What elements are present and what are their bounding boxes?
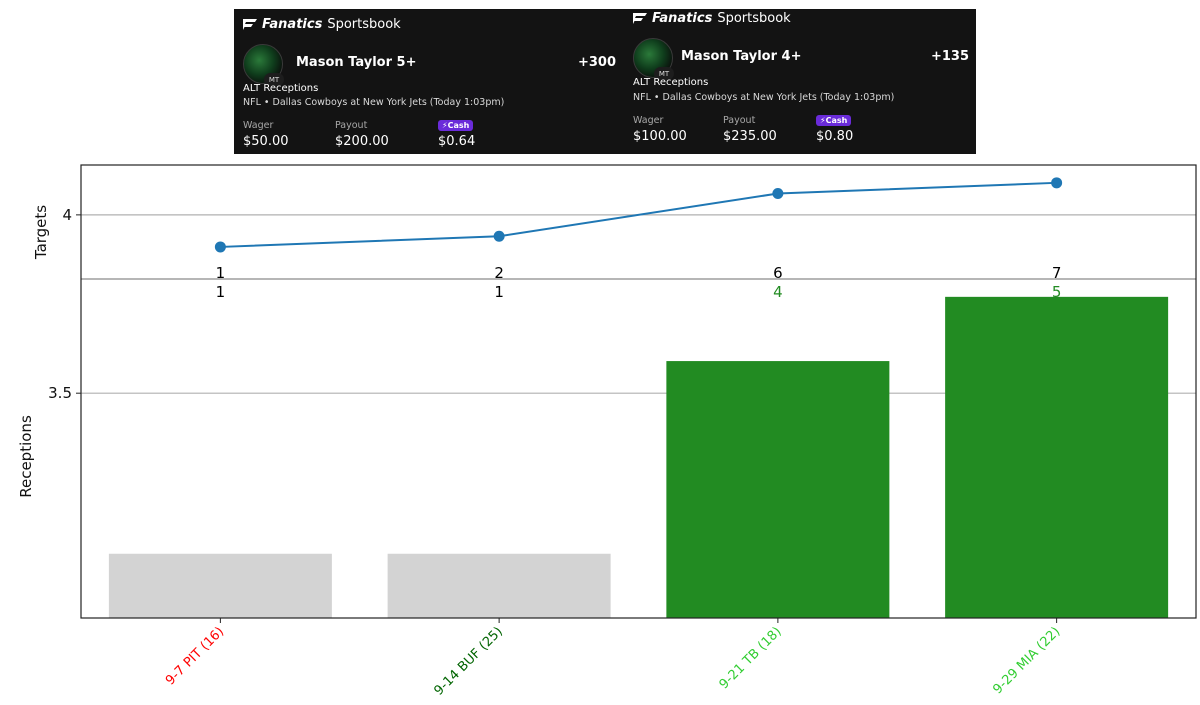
avatar-initials: MT: [264, 73, 284, 86]
brand-name-regular: Sportsbook: [717, 11, 791, 26]
cash-icon: ⚡︎: [820, 116, 826, 125]
bet-game: NFL • Dallas Cowboys at New York Jets (T…: [243, 97, 505, 108]
cash-badge-label: Cash: [447, 121, 470, 130]
cash-badge-label: Cash: [825, 116, 848, 125]
bet-game: NFL • Dallas Cowboys at New York Jets (T…: [633, 92, 895, 103]
brand-name-bold: Fanatics: [652, 11, 713, 26]
bet-market: ALT Receptions: [633, 77, 709, 88]
payout-label: Payout: [723, 115, 756, 126]
player-avatar: MT: [633, 38, 674, 80]
avatar-initials: MT: [654, 67, 674, 80]
targets-point: [214, 241, 226, 253]
wager-label: Wager: [243, 120, 274, 131]
bet-slip-2[interactable]: Fanatics Sportsbook MT Mason Taylor 4+ +…: [624, 9, 976, 154]
bet-odds: +300: [577, 55, 616, 70]
cash-value: $0.64: [438, 134, 476, 149]
xtick-label: 9-29 MIA (22): [990, 624, 1063, 697]
targets-data-label: 6: [773, 264, 783, 282]
cash-value: $0.80: [816, 129, 854, 144]
reception-bar: [387, 553, 611, 618]
bet-slip-1[interactable]: Fanatics Sportsbook MT Mason Taylor 5+ +…: [234, 9, 619, 154]
payout-value: $200.00: [335, 134, 389, 149]
bet-odds: +135: [930, 49, 969, 64]
xtick-label: 9-14 BUF (25): [431, 624, 506, 699]
data-labels: 1 2 6 71 1 4 5: [216, 264, 1062, 301]
receptions-data-label: 4: [773, 283, 783, 301]
targets-data-label: 1: [216, 264, 226, 282]
bet-player-selection: Mason Taylor 4+: [681, 49, 802, 64]
targets-point: [1051, 177, 1063, 189]
brand-logo: Fanatics Sportsbook: [243, 17, 401, 32]
fanatics-flag-icon: [633, 13, 647, 24]
receptions-data-label: 1: [494, 283, 504, 301]
receptions-data-label: 1: [216, 283, 226, 301]
brand-logo: Fanatics Sportsbook: [633, 11, 791, 26]
lower-ytick-label: 3.5: [48, 384, 72, 402]
targets-point: [493, 230, 505, 242]
reception-bar: [945, 296, 1169, 618]
receptions-data-label: 5: [1052, 283, 1062, 301]
targets-line: [80, 164, 1197, 619]
payout-label: Payout: [335, 120, 368, 131]
upper-ytick-label: 4: [62, 206, 72, 224]
lower-ylabel: Receptions: [17, 415, 35, 498]
targets-series-line: [220, 181, 1057, 248]
brand-name-regular: Sportsbook: [327, 17, 401, 32]
bet-player-selection: Mason Taylor 5+: [296, 55, 417, 70]
brand-name-bold: Fanatics: [262, 17, 323, 32]
cash-badge: ⚡︎Cash: [438, 120, 474, 131]
wager-value: $100.00: [633, 129, 687, 144]
fanatics-flag-icon: [243, 19, 257, 30]
payout-value: $235.00: [723, 129, 777, 144]
wager-label: Wager: [633, 115, 664, 126]
cash-icon: ⚡︎: [442, 121, 448, 130]
player-avatar: MT: [243, 44, 284, 86]
reception-bars: [108, 296, 1169, 618]
reception-bar: [108, 553, 332, 618]
targets-point: [772, 188, 784, 199]
upper-ylabel: Targets: [32, 205, 50, 260]
bet-market: ALT Receptions: [243, 83, 319, 94]
targets-data-label: 2: [494, 264, 504, 282]
xtick-label: 9-21 TB (18): [717, 624, 785, 692]
reception-bar: [666, 361, 890, 618]
wager-value: $50.00: [243, 134, 289, 149]
cash-badge: ⚡︎Cash: [816, 115, 852, 126]
plot-border: [80, 164, 1197, 619]
xtick-label: 9-7 PIT (16): [163, 624, 227, 688]
bet-slips-banner: Fanatics Sportsbook MT Mason Taylor 5+ +…: [234, 9, 976, 154]
targets-data-label: 7: [1052, 264, 1062, 282]
